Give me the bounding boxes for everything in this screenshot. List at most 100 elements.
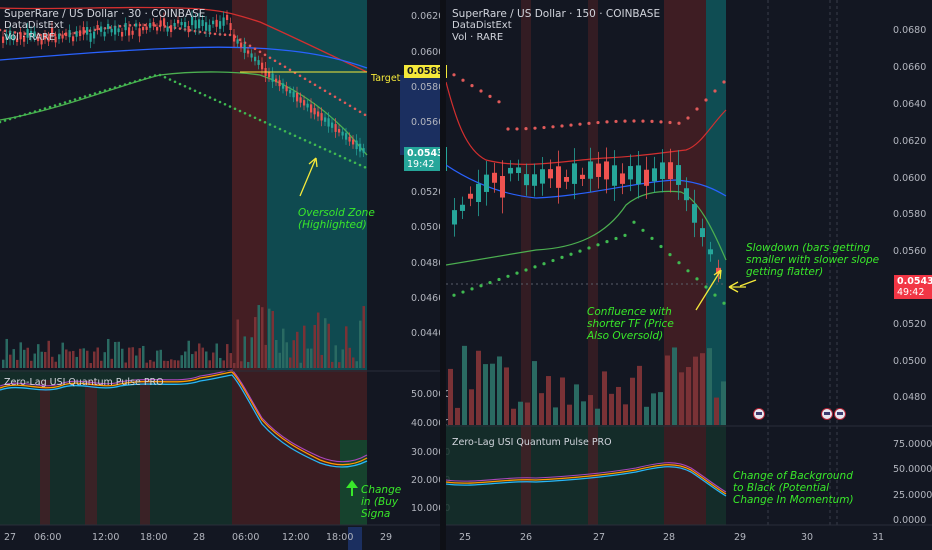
volume-bar [128, 347, 131, 368]
dot-marker [128, 24, 132, 27]
dot-marker [208, 31, 212, 35]
right-chart-canvas[interactable] [446, 0, 932, 550]
candle-body [282, 83, 285, 89]
candle-body [96, 25, 99, 30]
volume-bar [257, 305, 260, 368]
right-last-price: 0.0543 [897, 276, 932, 287]
candle-body [37, 36, 40, 42]
us-flag-event-icon[interactable] [753, 408, 765, 420]
volume-bar [240, 361, 243, 368]
volume-bar [23, 349, 26, 368]
volume-bar [595, 408, 600, 425]
volume-bar [490, 363, 495, 425]
dot-marker [623, 119, 627, 123]
volume-bar [574, 384, 579, 425]
candle-body [338, 129, 341, 133]
right-indicator-1[interactable]: DataDistExt [452, 20, 512, 31]
right-time-label: 25 [459, 532, 472, 543]
dot-marker [108, 26, 112, 29]
dot-marker [524, 127, 528, 131]
candle-body [644, 169, 649, 186]
candle-body [233, 34, 236, 42]
candle-body [320, 113, 323, 121]
volume-bar [243, 336, 246, 368]
left-chart-canvas[interactable] [0, 0, 440, 550]
left-time-label: 12:00 [92, 532, 120, 543]
left-price-label: 0.0620 [411, 11, 445, 22]
dot-marker [253, 47, 257, 51]
candle-body [198, 19, 201, 29]
volume-bar [142, 345, 145, 368]
right-price-label: 0.0680 [893, 25, 927, 36]
candle-body [30, 30, 33, 37]
dot-marker [288, 132, 292, 135]
volume-bar [693, 356, 698, 425]
dot-marker [632, 220, 636, 224]
volume-bar [518, 401, 523, 425]
left-indicator-1[interactable]: DataDistExt [4, 20, 64, 31]
candle-body [250, 53, 253, 58]
candle-body [156, 27, 159, 31]
dot-marker [298, 136, 302, 140]
volume-bar [19, 342, 22, 368]
dot-marker [228, 105, 232, 108]
right-indicator-2[interactable]: Vol · RARE [452, 32, 504, 43]
volume-bar [469, 389, 474, 425]
candle-body [40, 38, 43, 45]
volume-bar [51, 356, 54, 368]
right-time-label: 31 [872, 532, 885, 543]
candle-body [556, 166, 561, 188]
candle-body [548, 169, 553, 179]
candle-body [117, 28, 120, 33]
dot-marker [183, 84, 187, 88]
left-time-label: 06:00 [34, 532, 62, 543]
left-price-label: 0.0480 [411, 258, 445, 269]
volume-bar [476, 350, 481, 425]
dot-marker [551, 125, 555, 129]
volume-bar [247, 361, 250, 368]
right-price-label: 0.0620 [893, 136, 927, 147]
dot-marker [118, 24, 122, 28]
left-indicator-2[interactable]: Vol · RARE [4, 32, 56, 43]
volume-bar [567, 404, 572, 425]
dot-marker [198, 91, 202, 95]
candle-body [476, 183, 481, 203]
dot-marker [3, 29, 7, 33]
right-time-label: 28 [663, 532, 676, 543]
us-flag-event-icon[interactable] [821, 408, 833, 420]
dot-marker [138, 78, 142, 82]
volume-bar [539, 393, 544, 425]
volume-bar [96, 347, 99, 368]
right-osc-label: 25.0000 [893, 490, 932, 501]
left-legend: SuperRare / US Dollar · 30 · COINBASE Da… [4, 8, 205, 44]
candle-body [212, 20, 215, 25]
volume-bar [100, 360, 103, 368]
right-legend: SuperRare / US Dollar · 150 · COINBASE D… [452, 8, 660, 44]
left-symbol-title[interactable]: SuperRare / US Dollar · 30 · COINBASE [4, 8, 206, 20]
us-flag-event-icon[interactable] [834, 408, 846, 420]
right-price-label: 0.0580 [893, 209, 927, 220]
dot-marker [650, 236, 654, 240]
dot-marker [533, 265, 537, 269]
right-price-label: 0.0560 [893, 246, 927, 257]
volume-bar [9, 354, 12, 368]
chart-divider[interactable] [440, 0, 446, 550]
dot-marker [488, 281, 492, 285]
dot-marker [173, 80, 177, 84]
volume-bar [173, 360, 176, 368]
candle-body [65, 32, 68, 37]
candle-body [89, 33, 92, 42]
left-oscillator-title[interactable]: Zero-Lag USI Quantum Pulse PRO [4, 377, 164, 388]
volume-bar [198, 343, 201, 368]
volume-bar [296, 331, 299, 368]
right-symbol-title[interactable]: SuperRare / US Dollar · 150 · COINBASE [452, 8, 661, 20]
volume-bar [292, 340, 295, 368]
volume-bar [72, 350, 75, 368]
volume-bar [5, 338, 8, 368]
dot-marker [313, 83, 317, 87]
candle-body [540, 169, 545, 184]
volume-bar [630, 377, 635, 425]
dot-marker [695, 107, 699, 111]
volume-bar [285, 342, 288, 368]
right-oscillator-title[interactable]: Zero-Lag USI Quantum Pulse PRO [452, 437, 612, 448]
